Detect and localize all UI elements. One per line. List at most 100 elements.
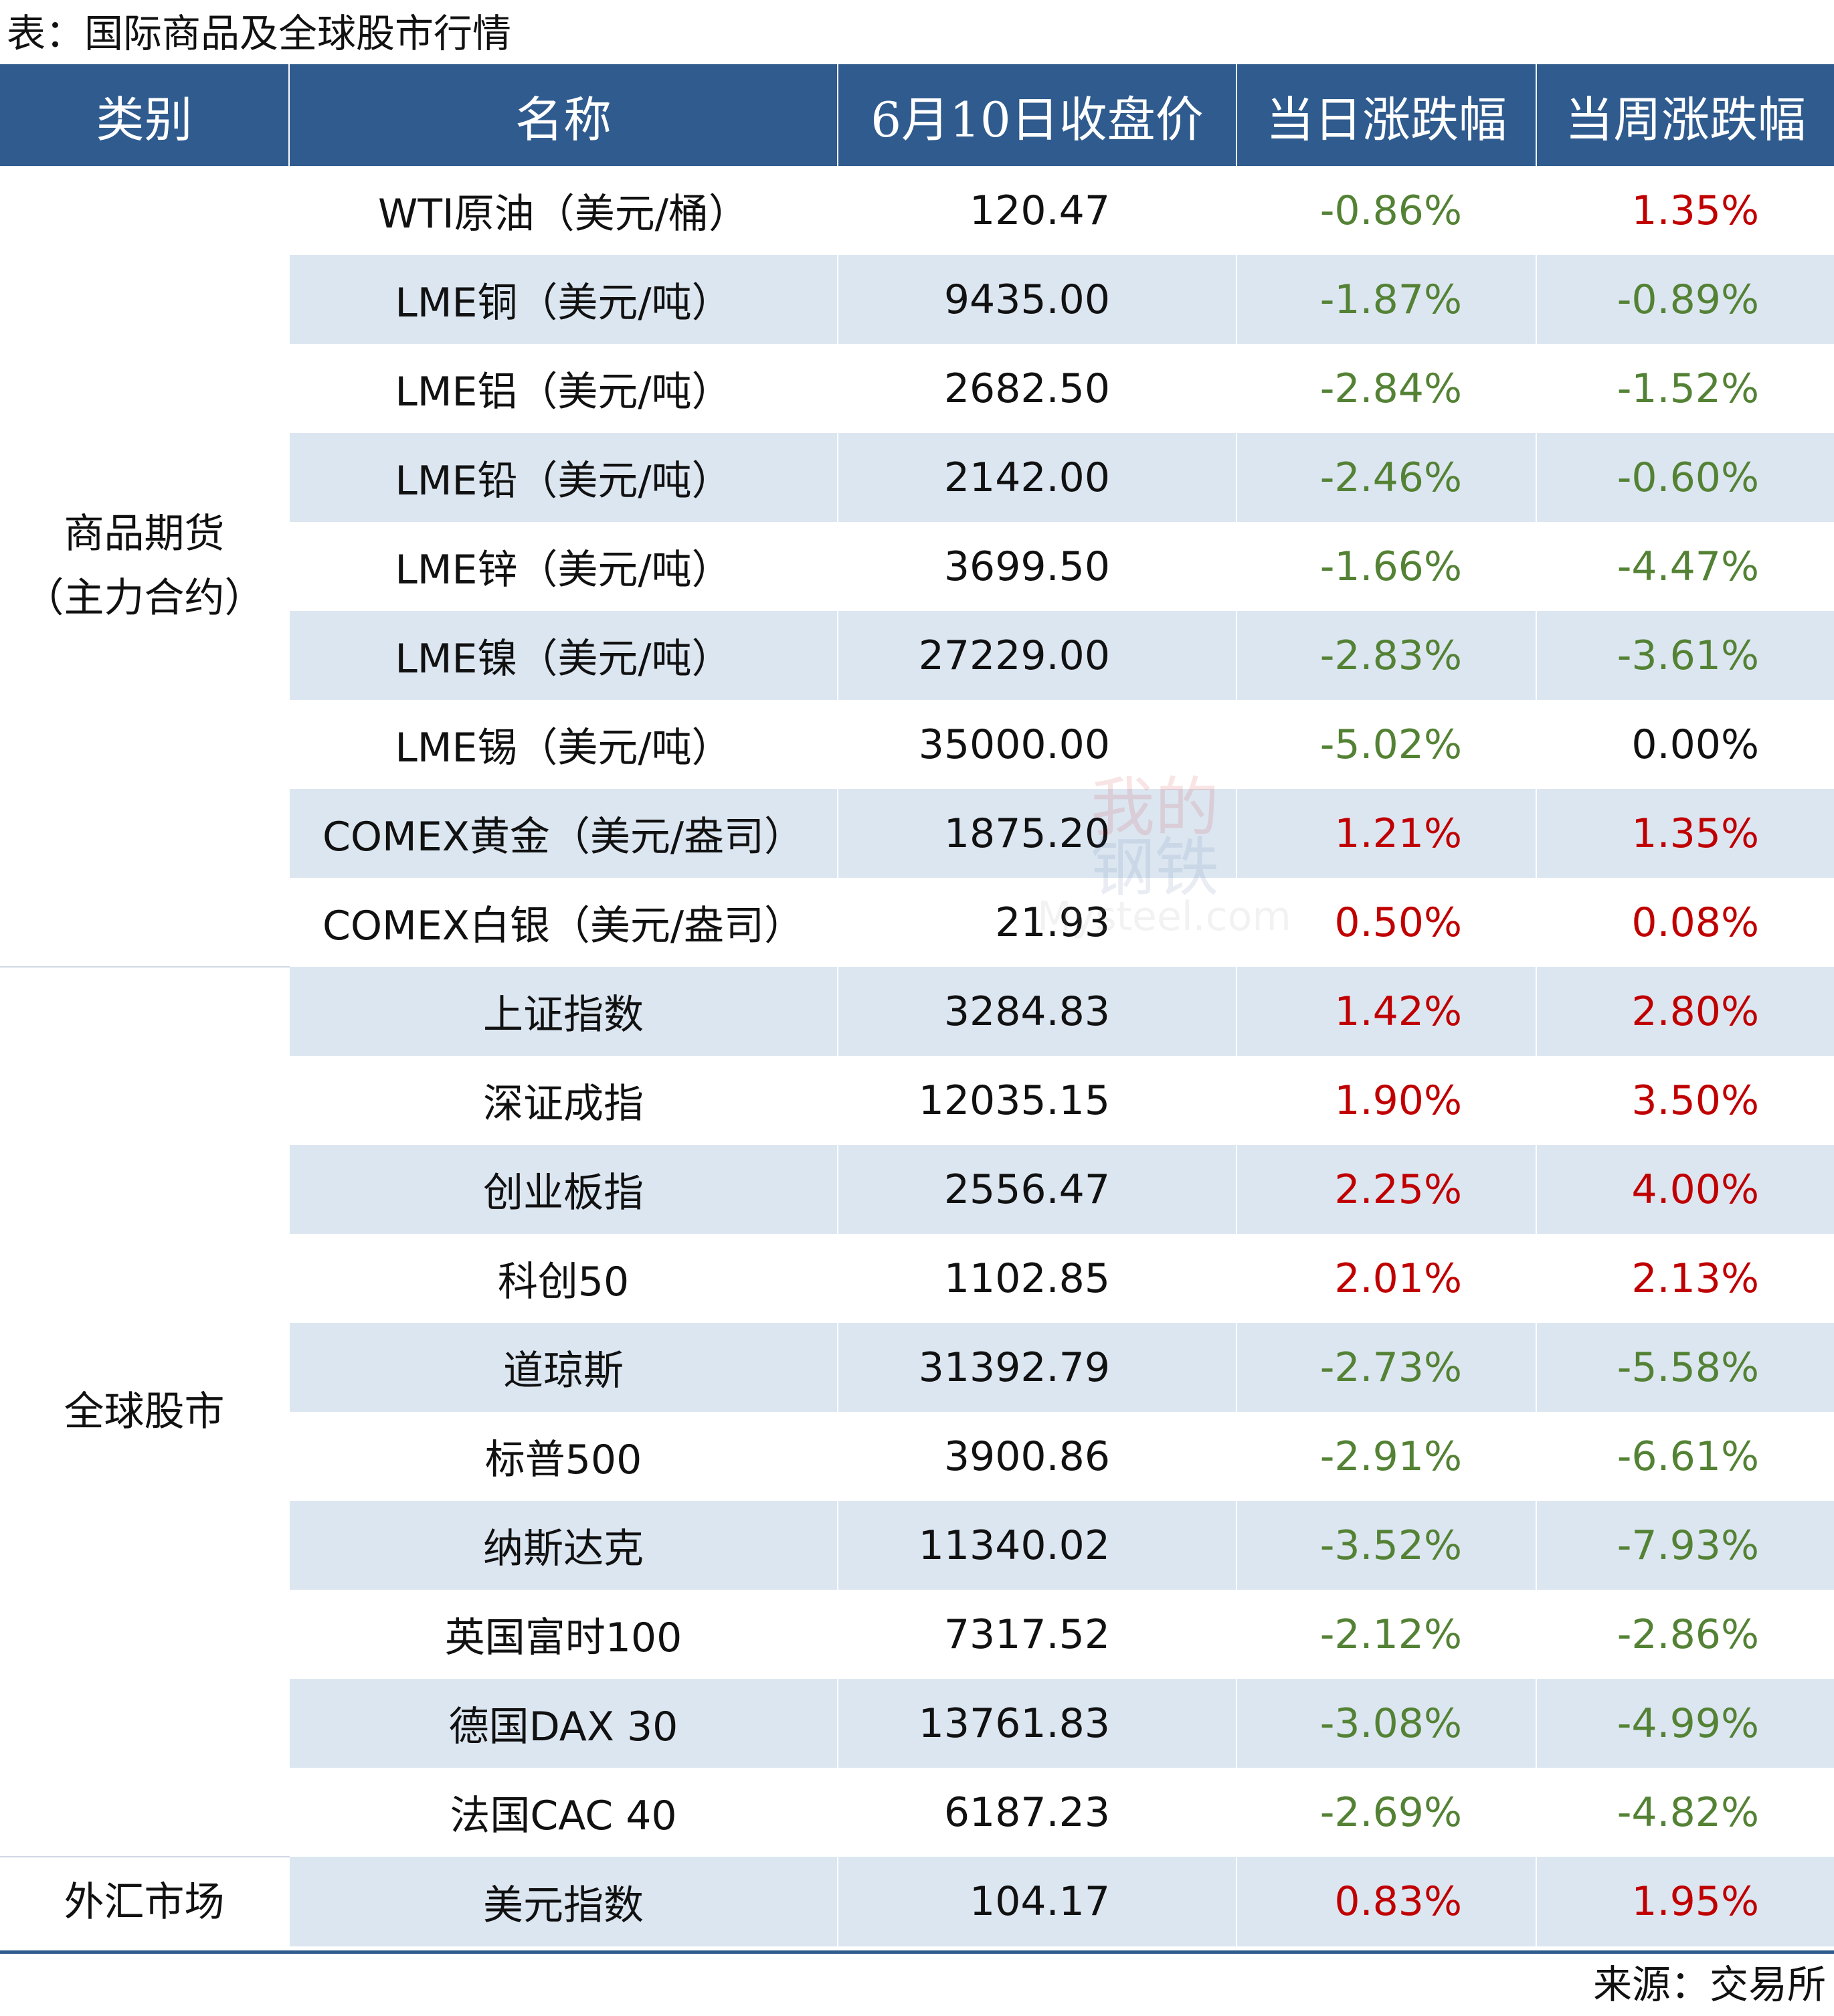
instrument-name: 法国CAC 40 <box>288 1768 838 1857</box>
close-price: 7317.52 <box>837 1590 1236 1679</box>
weekly-change: 0.00% <box>1536 700 1834 789</box>
table-row: LME铝（美元/吨） 2682.50 -2.84% -1.52% <box>0 344 1834 433</box>
source-note: 来源：交易所 <box>1592 1962 1826 2007</box>
instrument-name: LME铅（美元/吨） <box>288 433 838 522</box>
table-row: 法国CAC 40 6187.23 -2.69% -4.82% <box>0 1768 1834 1857</box>
instrument-name: 德国DAX 30 <box>288 1679 838 1768</box>
weekly-change: 4.00% <box>1536 1145 1834 1234</box>
instrument-name: 创业板指 <box>288 1145 838 1234</box>
close-price: 104.17 <box>837 1857 1236 1946</box>
daily-change: 1.21% <box>1236 789 1536 878</box>
weekly-change: -1.52% <box>1536 344 1834 433</box>
table-row: LME镍（美元/吨） 27229.00 -2.83% -3.61% <box>0 611 1834 700</box>
daily-change: -2.84% <box>1236 344 1536 433</box>
close-price: 3699.50 <box>837 522 1236 611</box>
instrument-name: 道琼斯 <box>288 1323 838 1412</box>
daily-change: -3.08% <box>1236 1679 1536 1768</box>
instrument-name: LME镍（美元/吨） <box>288 611 838 700</box>
instrument-name: 上证指数 <box>288 967 838 1056</box>
weekly-change: -0.60% <box>1536 433 1834 522</box>
weekly-change: -5.58% <box>1536 1323 1834 1412</box>
close-price: 3284.83 <box>837 967 1236 1056</box>
close-price: 21.93 <box>837 878 1236 967</box>
weekly-change: -6.61% <box>1536 1412 1834 1501</box>
instrument-name: 美元指数 <box>288 1857 838 1946</box>
daily-change: -5.02% <box>1236 700 1536 789</box>
close-price: 11340.02 <box>837 1501 1236 1590</box>
close-price: 12035.15 <box>837 1056 1236 1145</box>
instrument-name: LME锡（美元/吨） <box>288 700 838 789</box>
instrument-name: WTI原油（美元/桶） <box>288 166 838 255</box>
weekly-change: -4.82% <box>1536 1768 1834 1857</box>
weekly-change: 1.95% <box>1536 1857 1834 1946</box>
close-price: 3900.86 <box>837 1412 1236 1501</box>
weekly-change: -4.99% <box>1536 1679 1834 1768</box>
daily-change: -1.87% <box>1236 255 1536 344</box>
instrument-name: COMEX黄金（美元/盎司） <box>288 789 838 878</box>
table-row: 英国富时100 7317.52 -2.12% -2.86% <box>0 1590 1834 1679</box>
table-row: 商品期货 （主力合约） WTI原油（美元/桶） 120.47 -0.86% 1.35% <box>0 166 1834 968</box>
close-price: 31392.79 <box>837 1323 1236 1412</box>
instrument-name: COMEX白银（美元/盎司） <box>288 878 838 967</box>
close-price: 13761.83 <box>837 1679 1236 1768</box>
category-label: 全球股市 <box>64 1388 225 1435</box>
daily-change: -2.83% <box>1236 611 1536 700</box>
table-row: LME锡（美元/吨） 35000.00 -5.02% 0.00% <box>0 700 1834 789</box>
daily-change: 1.90% <box>1236 1056 1536 1145</box>
table-row: 德国DAX 30 13761.83 -3.08% -4.99% <box>0 1679 1834 1768</box>
daily-change: 0.50% <box>1236 878 1536 967</box>
daily-change: -2.91% <box>1236 1412 1536 1501</box>
daily-change: -2.12% <box>1236 1590 1536 1679</box>
close-price: 1102.85 <box>837 1234 1236 1323</box>
weekly-change: 2.13% <box>1536 1234 1834 1323</box>
close-price: 2142.00 <box>837 433 1236 522</box>
daily-change: 1.42% <box>1236 967 1536 1056</box>
weekly-change: 1.35% <box>1536 789 1834 878</box>
instrument-name: 科创50 <box>288 1234 838 1323</box>
daily-change: -2.46% <box>1236 433 1536 522</box>
daily-change: -0.86% <box>1236 166 1536 255</box>
market-table: 类别 名称 6月10日收盘价 当日涨跌幅 当周涨跌幅 商品期货 （主力合约） WTI… <box>0 64 1834 1946</box>
weekly-change: -7.93% <box>1536 1501 1834 1590</box>
instrument-name: LME锌（美元/吨） <box>288 522 838 611</box>
category-sublabel: （主力合约） <box>23 575 265 622</box>
weekly-change: 1.35% <box>1536 166 1834 255</box>
table-row: LME铜（美元/吨） 9435.00 -1.87% -0.89% <box>0 255 1834 344</box>
table-row: 外汇市场 美元指数 104.17 0.83% 1.95% <box>0 1857 1834 1946</box>
weekly-change: 2.80% <box>1536 967 1834 1056</box>
weekly-change: -4.47% <box>1536 522 1834 611</box>
instrument-name: LME铜（美元/吨） <box>288 255 838 344</box>
daily-change: 2.01% <box>1236 1234 1536 1323</box>
close-price: 9435.00 <box>837 255 1236 344</box>
table-title: 表：国际商品及全球股市行情 <box>7 11 512 56</box>
daily-change: 0.83% <box>1236 1857 1536 1946</box>
table-row: 科创50 1102.85 2.01% 2.13% <box>0 1234 1834 1323</box>
table-row: LME锌（美元/吨） 3699.50 -1.66% -4.47% <box>0 522 1834 611</box>
daily-change: -3.52% <box>1236 1501 1536 1590</box>
header-name: 名称 <box>288 64 838 166</box>
weekly-change: 3.50% <box>1536 1056 1834 1145</box>
category-cell: 外汇市场 <box>0 1857 289 1946</box>
daily-change: -2.69% <box>1236 1768 1536 1857</box>
close-price: 6187.23 <box>837 1768 1236 1857</box>
table-row: COMEX白银（美元/盎司） 21.93 0.50% 0.08% <box>0 878 1834 967</box>
table-row: 全球股市 上证指数 3284.83 1.42% 2.80% <box>0 967 1834 1857</box>
weekly-change: 0.08% <box>1536 878 1834 967</box>
table-row: COMEX黄金（美元/盎司） 1875.20 1.21% 1.35% <box>0 789 1834 878</box>
table-row: 标普500 3900.86 -2.91% -6.61% <box>0 1412 1834 1501</box>
daily-change: -1.66% <box>1236 522 1536 611</box>
close-price: 1875.20 <box>837 789 1236 878</box>
table-row: 道琼斯 31392.79 -2.73% -5.58% <box>0 1323 1834 1412</box>
weekly-change: -0.89% <box>1536 255 1834 344</box>
close-price: 2556.47 <box>837 1145 1236 1234</box>
table-row: 创业板指 2556.47 2.25% 4.00% <box>0 1145 1834 1234</box>
table-row: LME铅（美元/吨） 2142.00 -2.46% -0.60% <box>0 433 1834 522</box>
table-row: 深证成指 12035.15 1.90% 3.50% <box>0 1056 1834 1145</box>
instrument-name: 英国富时100 <box>288 1590 838 1679</box>
header-row: 类别 名称 6月10日收盘价 当日涨跌幅 当周涨跌幅 <box>0 64 1834 166</box>
category-label: 外汇市场 <box>64 1878 225 1926</box>
close-price: 27229.00 <box>837 611 1236 700</box>
bottom-rule <box>0 1950 1834 1954</box>
category-label: 商品期货 <box>64 511 225 557</box>
